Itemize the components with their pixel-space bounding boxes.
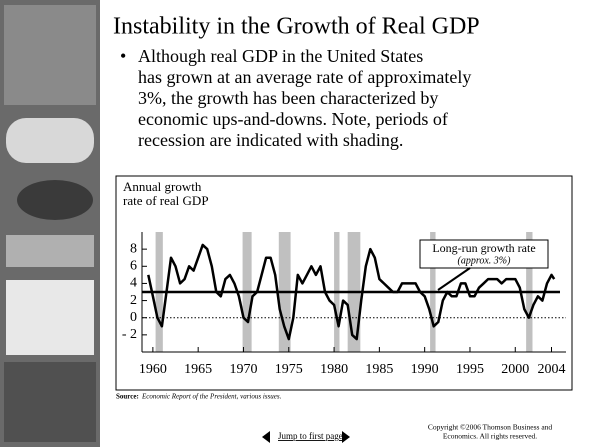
nav-arrow-left[interactable] <box>262 431 270 443</box>
y-tick-label: 6 <box>130 259 137 274</box>
x-tick-label: 2004 <box>538 362 566 377</box>
y-tick-label: 4 <box>130 276 137 291</box>
x-tick-label: 1970 <box>229 362 257 377</box>
y-tick-label: - 2 <box>122 327 137 342</box>
bullet-line: economic ups-and-downs. Note, periods of <box>138 109 448 129</box>
annotation-pointer <box>437 267 471 291</box>
bullet: • <box>120 46 126 66</box>
nav-link[interactable]: Jump to first page <box>278 431 343 441</box>
copyright: Copyright ©2006 Thomson Business and <box>428 423 553 432</box>
nav-arrow-right[interactable] <box>342 431 350 443</box>
strip-people <box>4 362 96 442</box>
copyright: Economics. All rights reserved. <box>443 432 537 441</box>
bullet-line: 3%, the growth has been characterized by <box>138 88 438 108</box>
y-tick-label: 2 <box>130 293 137 308</box>
plot: 8 6 4 2 0 - 2 1960 1965 1970 1975 1980 1985 1990 1995… <box>122 232 566 377</box>
x-tick-label: 1980 <box>320 362 348 377</box>
strip-money <box>6 235 94 267</box>
annotation-box <box>419 239 549 269</box>
y-axis-label: Annual growth <box>123 179 202 194</box>
chart-frame <box>115 175 573 391</box>
annotation-sublabel: (approx. 3%) <box>458 255 512 266</box>
source-label: Source: <box>116 393 139 401</box>
bullet-line: has grown at an average rate of approxim… <box>138 67 471 87</box>
x-tick-label: 1965 <box>184 362 212 377</box>
bullet-line: Although real GDP in the United States <box>138 46 423 66</box>
x-tick-label: 1985 <box>365 362 393 377</box>
y-tick-label: 0 <box>130 310 137 325</box>
strip-globe <box>6 118 94 163</box>
x-tick-label: 2000 <box>501 362 529 377</box>
x-tick-label: 1975 <box>275 362 303 377</box>
x-tick-label: 1990 <box>411 362 439 377</box>
annotation-label: Long-run growth rate <box>432 241 535 255</box>
y-axis-label: rate of real GDP <box>123 193 209 208</box>
decorative-strip <box>0 0 100 447</box>
strip-pie <box>17 180 93 220</box>
slide-title: Instability in the Growth of Real GDP <box>113 14 480 40</box>
strip-cubes <box>6 280 94 355</box>
source-text: Economic Report of the President, variou… <box>141 393 282 401</box>
bullet-line: recession are indicated with shading. <box>138 130 403 150</box>
x-tick-label: 1995 <box>456 362 484 377</box>
gdp-line <box>147 243 556 341</box>
x-tick-label: 1960 <box>139 362 167 377</box>
y-tick-label: 8 <box>130 241 137 256</box>
strip-photo <box>4 5 96 105</box>
